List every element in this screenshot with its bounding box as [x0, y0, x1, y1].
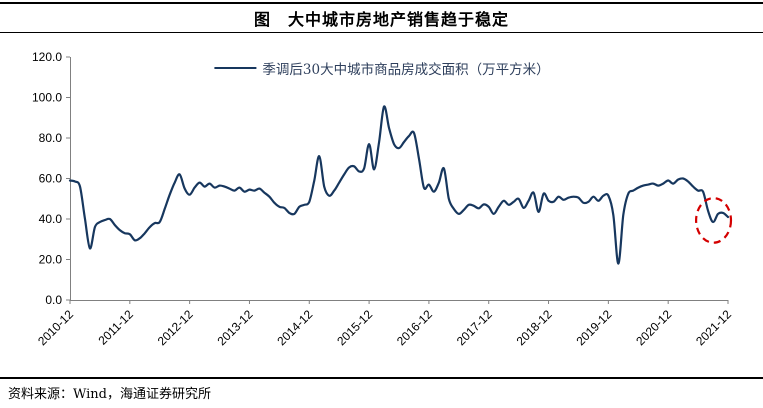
x-axis-tick-label: 2021-12 [693, 307, 734, 348]
legend-label: 季调后30大中城市商品房成交面积（万平方米） [262, 62, 550, 78]
y-axis-tick-label: 80.0 [39, 131, 63, 145]
data-source-note: 资料来源：Wind，海通证券研究所 [8, 387, 211, 402]
y-axis-tick-label: 40.0 [39, 212, 63, 226]
title-divider [0, 32, 763, 33]
x-axis-tick-label: 2015-12 [334, 307, 375, 348]
top-divider [0, 2, 763, 4]
y-axis-tick-label: 20.0 [39, 253, 63, 267]
bottom-divider [0, 377, 763, 379]
chart-legend: 季调后30大中城市商品房成交面积（万平方米） [214, 58, 550, 78]
x-axis-tick-label: 2016-12 [394, 307, 435, 348]
y-axis-tick-label: 60.0 [39, 172, 63, 186]
y-axis-tick-label: 0.0 [45, 293, 62, 307]
x-axis-tick-label: 2011-12 [96, 307, 137, 348]
data-series-line [68, 105, 730, 265]
x-axis-tick-label: 2010-12 [35, 307, 76, 348]
x-axis-tick-label: 2018-12 [514, 307, 555, 348]
x-axis-tick-label: 2014-12 [274, 307, 315, 348]
x-axis-tick-label: 2019-12 [573, 307, 614, 348]
x-axis-tick-label: 2017-12 [454, 307, 495, 348]
x-axis-tick-label: 2013-12 [215, 307, 256, 348]
chart-title: 图 大中城市房地产销售趋于稳定 [253, 10, 509, 29]
y-axis-tick-label: 120.0 [32, 50, 62, 64]
x-axis-tick-label: 2020-12 [633, 307, 674, 348]
highlight-ellipse-annotation [694, 197, 733, 244]
legend-line-swatch-icon [214, 67, 257, 69]
x-axis-tick-label: 2012-12 [155, 307, 196, 348]
y-axis-tick-label: 100.0 [32, 91, 62, 105]
